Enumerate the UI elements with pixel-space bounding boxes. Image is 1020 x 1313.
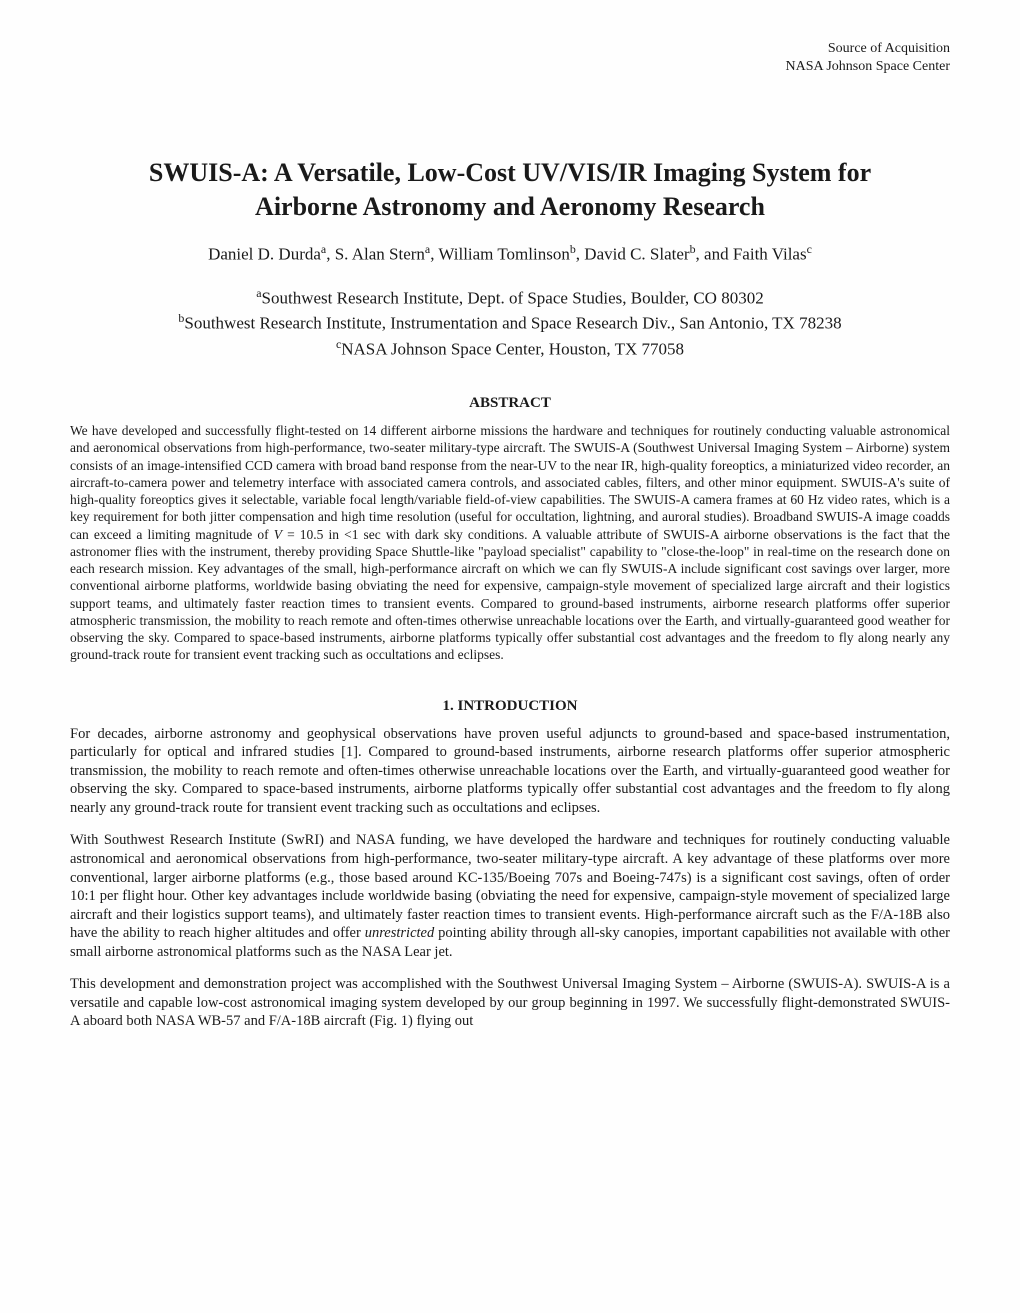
intro-paragraph-2: With Southwest Research Institute (SwRI)… xyxy=(70,831,950,961)
affiliations: aSouthwest Research Institute, Dept. of … xyxy=(70,285,950,361)
affiliation-b: bSouthwest Research Institute, Instrumen… xyxy=(70,310,950,335)
abstract-heading: ABSTRACT xyxy=(70,395,950,412)
source-line-2: NASA Johnson Space Center xyxy=(70,58,950,76)
title-line-2: Airborne Astronomy and Aeronomy Research xyxy=(100,190,920,224)
source-acquisition: Source of Acquisition NASA Johnson Space… xyxy=(70,40,950,76)
affiliation-c: cNASA Johnson Space Center, Houston, TX … xyxy=(70,336,950,361)
title-line-1: SWUIS-A: A Versatile, Low-Cost UV/VIS/IR… xyxy=(100,156,920,190)
affiliation-a: aSouthwest Research Institute, Dept. of … xyxy=(70,285,950,310)
introduction-heading: 1. INTRODUCTION xyxy=(70,698,950,715)
authors: Daniel D. Durdaa, S. Alan Sterna, Willia… xyxy=(70,242,950,265)
source-line-1: Source of Acquisition xyxy=(70,40,950,58)
abstract-text: We have developed and successfully fligh… xyxy=(70,422,950,664)
page: Source of Acquisition NASA Johnson Space… xyxy=(0,0,1020,1313)
paper-title: SWUIS-A: A Versatile, Low-Cost UV/VIS/IR… xyxy=(100,156,920,224)
intro-paragraph-3: This development and demonstration proje… xyxy=(70,975,950,1031)
intro-paragraph-1: For decades, airborne astronomy and geop… xyxy=(70,725,950,818)
